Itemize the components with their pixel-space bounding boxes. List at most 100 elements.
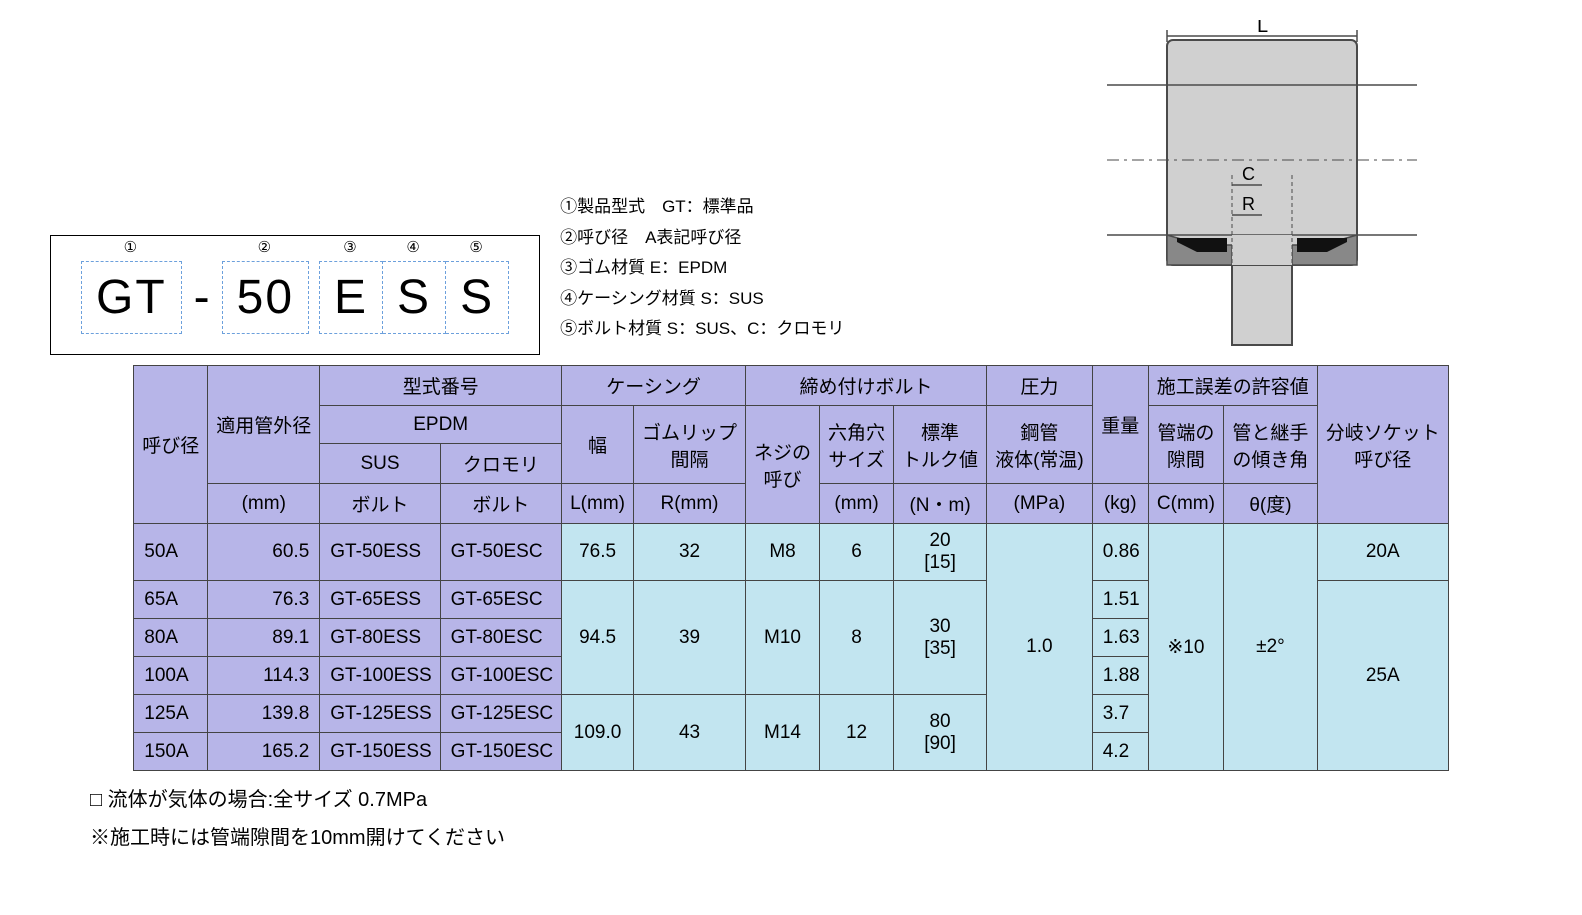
cell-width: 76.5 — [562, 524, 634, 581]
cell-cromo: GT-150ESC — [440, 733, 561, 771]
th-weight-unit: (kg) — [1092, 484, 1148, 524]
th-epdm: EPDM — [320, 406, 562, 444]
cell-cromo: GT-50ESC — [440, 524, 561, 581]
cell-weight: 4.2 — [1092, 733, 1148, 771]
th-thread: ネジの呼び — [746, 406, 820, 524]
spec-table: 呼び径 適用管外径 型式番号 ケーシング 締め付けボルト 圧力 重量 施工誤差の… — [133, 365, 1448, 771]
diagram-label-L: L — [1257, 20, 1268, 37]
footnote-gas: □ 流体が気体の場合:全サイズ 0.7MPa — [90, 781, 1562, 819]
th-angle: 管と継手の傾き角 — [1224, 406, 1318, 484]
cross-section-diagram: L C R — [1082, 20, 1442, 355]
cell-cromo: GT-80ESC — [440, 619, 561, 657]
cell-torque: 30 [35] — [894, 581, 987, 695]
cell-od: 139.8 — [208, 695, 320, 733]
code-cell-nominal-dia: ② 50 — [222, 261, 309, 334]
code-dash: - — [192, 270, 212, 325]
cell-cromo: GT-100ESC — [440, 657, 561, 695]
cell-width: 109.0 — [562, 695, 634, 771]
cell-torque: 20 [15] — [894, 524, 987, 581]
table-row: 50A 60.5 GT-50ESS GT-50ESC 76.5 32 M8 6 … — [134, 524, 1448, 581]
circ-5: ⑤ — [469, 238, 484, 256]
cell-r: 32 — [634, 524, 746, 581]
cell-r: 39 — [634, 581, 746, 695]
legend-line: ②呼び径 A表記呼び径 — [560, 223, 844, 254]
circ-3: ③ — [343, 238, 358, 256]
cell-od: 76.3 — [208, 581, 320, 619]
cell-weight: 1.63 — [1092, 619, 1148, 657]
cell-sus: GT-125ESS — [320, 695, 440, 733]
code-legend: ①製品型式 GT：標準品 ②呼び径 A表記呼び径 ③ゴム材質 E：EPDM ④ケ… — [560, 187, 844, 355]
cell-sus: GT-100ESS — [320, 657, 440, 695]
code-text-2: 50 — [237, 271, 294, 324]
legend-line: ⑤ボルト材質 S：SUS、C：クロモリ — [560, 314, 844, 345]
th-lip-unit: R(mm) — [634, 484, 746, 524]
cell-hex: 8 — [820, 581, 894, 695]
diagram-label-C: C — [1242, 164, 1255, 184]
th-hex: 六角穴サイズ — [820, 406, 894, 484]
th-cromo2: ボルト — [440, 484, 561, 524]
th-sus2: ボルト — [320, 484, 440, 524]
th-bolts: 締め付けボルト — [746, 366, 987, 406]
legend-line: ④ケーシング材質 S：SUS — [560, 284, 844, 315]
legend-line: ①製品型式 GT：標準品 — [560, 192, 844, 223]
code-text-5: S — [460, 271, 494, 324]
th-steel: 鋼管液体(常温) — [987, 406, 1093, 484]
th-cromo: クロモリ — [440, 444, 561, 484]
cell-weight: 0.86 — [1092, 524, 1148, 581]
code-cell-rubber: ③ E — [319, 261, 383, 334]
cell-width: 94.5 — [562, 581, 634, 695]
th-od-unit: (mm) — [208, 484, 320, 524]
code-text-3: E — [334, 271, 368, 324]
cell-nominal: 80A — [134, 619, 208, 657]
th-lip: ゴムリップ間隔 — [634, 406, 746, 484]
cell-od: 114.3 — [208, 657, 320, 695]
footnote-gap: ※施工時には管端隙間を10mm開けてください — [90, 819, 1562, 857]
cell-nominal: 125A — [134, 695, 208, 733]
cell-sus: GT-80ESS — [320, 619, 440, 657]
th-sus: SUS — [320, 444, 440, 484]
circ-1: ① — [124, 238, 139, 256]
cell-weight: 3.7 — [1092, 695, 1148, 733]
th-width: 幅 — [562, 406, 634, 484]
th-torque: 標準トルク値 — [894, 406, 987, 484]
code-text-4: S — [397, 271, 431, 324]
cell-nominal: 50A — [134, 524, 208, 581]
th-gap-unit: C(mm) — [1148, 484, 1223, 524]
cell-od: 165.2 — [208, 733, 320, 771]
cell-torque: 80 [90] — [894, 695, 987, 771]
footnotes: □ 流体が気体の場合:全サイズ 0.7MPa ※施工時には管端隙間を10mm開け… — [20, 771, 1562, 857]
cell-nominal: 100A — [134, 657, 208, 695]
cell-thread: M8 — [746, 524, 820, 581]
code-text-1: GT — [96, 271, 167, 324]
cell-angle: ±2° — [1224, 524, 1318, 771]
cell-od: 89.1 — [208, 619, 320, 657]
model-code-builder: ① GT - ② 50 ③ E ④ S ⑤ S — [50, 235, 540, 355]
cell-weight: 1.51 — [1092, 581, 1148, 619]
cell-od: 60.5 — [208, 524, 320, 581]
th-nominal: 呼び径 — [134, 366, 208, 524]
th-width-unit: L(mm) — [562, 484, 634, 524]
cell-cromo: GT-125ESC — [440, 695, 561, 733]
cell-cromo: GT-65ESC — [440, 581, 561, 619]
circ-2: ② — [258, 238, 273, 256]
cell-thread: M10 — [746, 581, 820, 695]
th-pipe-od: 適用管外径 — [208, 366, 320, 484]
th-torque-unit: (N・m) — [894, 484, 987, 524]
cell-sus: GT-150ESS — [320, 733, 440, 771]
code-cell-product-type: ① GT — [81, 261, 182, 334]
cell-gap: ※10 — [1148, 524, 1223, 771]
code-cell-casing: ④ S — [383, 261, 446, 334]
th-hex-unit: (mm) — [820, 484, 894, 524]
cell-hex: 12 — [820, 695, 894, 771]
diagram-label-R: R — [1242, 194, 1255, 214]
th-pressure: 圧力 — [987, 366, 1093, 406]
th-model: 型式番号 — [320, 366, 562, 406]
cell-branch: 25A — [1317, 581, 1448, 771]
th-casing: ケーシング — [562, 366, 746, 406]
cell-pressure: 1.0 — [987, 524, 1093, 771]
cell-sus: GT-50ESS — [320, 524, 440, 581]
cell-sus: GT-65ESS — [320, 581, 440, 619]
th-steel-unit: (MPa) — [987, 484, 1093, 524]
th-gap: 管端の隙間 — [1148, 406, 1223, 484]
legend-line: ③ゴム材質 E：EPDM — [560, 253, 844, 284]
